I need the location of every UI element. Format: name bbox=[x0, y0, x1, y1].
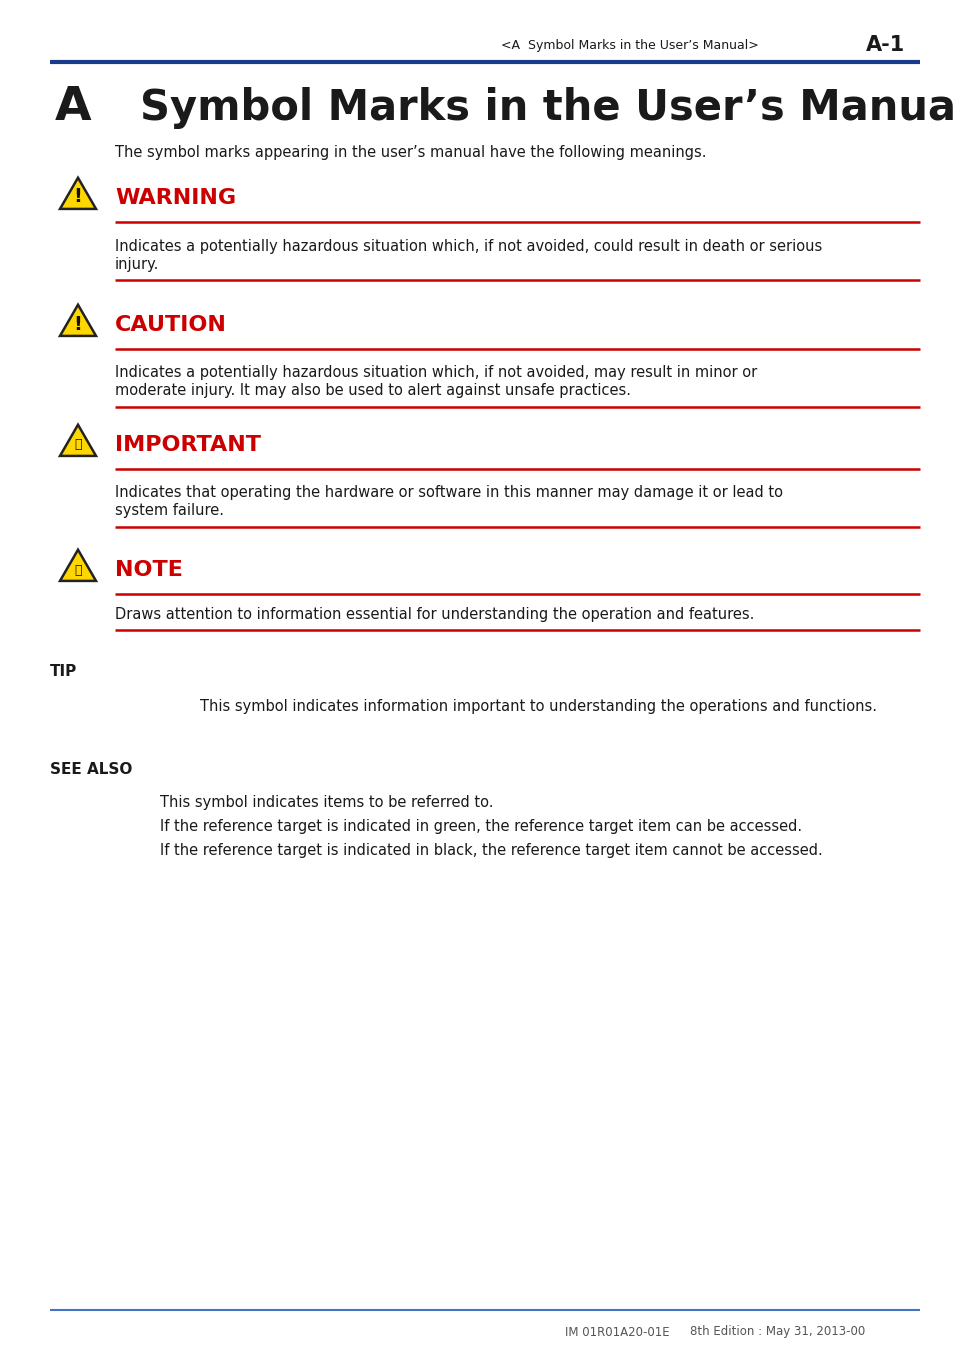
Text: 8th Edition : May 31, 2013-00: 8th Edition : May 31, 2013-00 bbox=[689, 1326, 864, 1338]
Text: If the reference target is indicated in green, the reference target item can be : If the reference target is indicated in … bbox=[160, 818, 801, 833]
Text: !: ! bbox=[73, 188, 82, 207]
Text: WARNING: WARNING bbox=[115, 188, 236, 208]
Polygon shape bbox=[60, 425, 96, 456]
Polygon shape bbox=[60, 305, 96, 336]
Text: !: ! bbox=[73, 315, 82, 333]
Text: SEE ALSO: SEE ALSO bbox=[50, 763, 132, 778]
Text: CAUTION: CAUTION bbox=[115, 315, 227, 335]
Text: NOTE: NOTE bbox=[115, 560, 183, 580]
Text: moderate injury. It may also be used to alert against unsafe practices.: moderate injury. It may also be used to … bbox=[115, 383, 630, 398]
Polygon shape bbox=[60, 178, 96, 209]
Text: This symbol indicates information important to understanding the operations and : This symbol indicates information import… bbox=[200, 698, 876, 714]
Text: TIP: TIP bbox=[50, 664, 77, 679]
Text: Indicates a potentially hazardous situation which, if not avoided, could result : Indicates a potentially hazardous situat… bbox=[115, 239, 821, 254]
Polygon shape bbox=[60, 549, 96, 580]
Text: This symbol indicates items to be referred to.: This symbol indicates items to be referr… bbox=[160, 795, 493, 810]
Text: A-1: A-1 bbox=[864, 35, 904, 55]
Text: ✋: ✋ bbox=[74, 439, 82, 451]
Text: injury.: injury. bbox=[115, 256, 159, 271]
Text: Indicates a potentially hazardous situation which, if not avoided, may result in: Indicates a potentially hazardous situat… bbox=[115, 366, 757, 381]
Text: IMPORTANT: IMPORTANT bbox=[115, 435, 261, 455]
Text: system failure.: system failure. bbox=[115, 504, 224, 518]
Text: <A  Symbol Marks in the User’s Manual>: <A Symbol Marks in the User’s Manual> bbox=[500, 39, 758, 51]
Text: If the reference target is indicated in black, the reference target item cannot : If the reference target is indicated in … bbox=[160, 842, 821, 857]
Text: Indicates that operating the hardware or software in this manner may damage it o: Indicates that operating the hardware or… bbox=[115, 486, 782, 501]
Text: ✋: ✋ bbox=[74, 563, 82, 576]
Text: Draws attention to information essential for understanding the operation and fea: Draws attention to information essential… bbox=[115, 608, 754, 622]
Text: A: A bbox=[55, 85, 91, 131]
Text: Symbol Marks in the User’s Manual: Symbol Marks in the User’s Manual bbox=[140, 86, 953, 130]
Text: The symbol marks appearing in the user’s manual have the following meanings.: The symbol marks appearing in the user’s… bbox=[115, 144, 706, 159]
Text: IM 01R01A20-01E: IM 01R01A20-01E bbox=[564, 1326, 669, 1338]
